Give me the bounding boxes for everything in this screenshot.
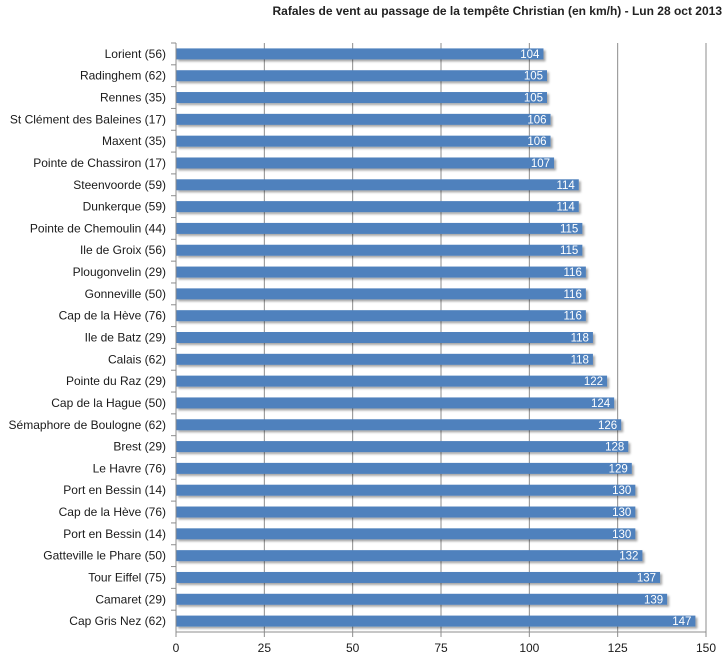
bar [176, 484, 636, 496]
x-tick-label: 150 [696, 641, 716, 655]
category-label: Gonneville (50) [85, 287, 166, 301]
category-label: Rennes (35) [100, 91, 166, 105]
category-label: Pointe de Chassiron (17) [33, 156, 166, 170]
bar [176, 157, 555, 169]
bar [176, 441, 629, 453]
category-label: Brest (29) [113, 440, 166, 454]
bar-value-label: 147 [672, 616, 691, 628]
category-label: Plougonvelin (29) [73, 265, 166, 279]
bar [176, 222, 583, 234]
category-label: Sémaphore de Boulogne (62) [9, 418, 166, 432]
bar [176, 201, 579, 213]
bar-value-label: 107 [531, 158, 550, 170]
bar-value-label: 114 [556, 202, 575, 214]
x-tick-label: 25 [258, 641, 272, 655]
bar [176, 397, 615, 409]
bar [176, 48, 544, 60]
bar [176, 288, 586, 300]
bar-value-label: 128 [605, 442, 624, 454]
bar [176, 615, 696, 627]
category-label: Le Havre (76) [93, 461, 166, 475]
bar-value-label: 116 [564, 311, 582, 323]
bar [176, 462, 632, 474]
x-tick-label: 50 [346, 641, 360, 655]
bar [176, 419, 622, 431]
bar-value-label: 132 [619, 551, 638, 563]
bar-value-label: 122 [584, 376, 603, 388]
bar-value-label: 105 [524, 71, 543, 83]
bar [176, 92, 547, 104]
category-label: Cap Gris Nez (62) [69, 614, 166, 628]
category-label: Port en Bessin (14) [63, 483, 166, 497]
category-label: Ile de Groix (56) [80, 243, 166, 257]
x-tick-label: 100 [519, 641, 539, 655]
bar-value-label: 130 [612, 485, 631, 497]
bar-value-label: 116 [564, 267, 582, 279]
category-label: Cap de la Hève (76) [59, 309, 166, 323]
x-tick-label: 125 [608, 641, 628, 655]
x-tick-label: 0 [173, 641, 180, 655]
category-label: Dunkerque (59) [83, 200, 166, 214]
category-label: Port en Bessin (14) [63, 527, 166, 541]
bar [176, 310, 586, 322]
bar-value-label: 118 [571, 354, 589, 366]
bar-value-label: 106 [527, 136, 546, 148]
bar-value-label: 116 [564, 289, 582, 301]
category-label: St Clément des Baleines (17) [10, 112, 166, 126]
bar [176, 179, 579, 191]
category-labels: Lorient (56) Radinghem (62) Rennes (35) St … [9, 47, 166, 628]
bar-value-label: 106 [527, 114, 546, 126]
category-label: Lorient (56) [105, 47, 166, 61]
category-label: Tour Eiffel (75) [88, 570, 166, 584]
bar [176, 506, 636, 518]
bar-value-label: 130 [612, 507, 631, 519]
bar-value-label: 130 [612, 529, 631, 541]
bar-value-label: 137 [637, 572, 656, 584]
x-tick-label: 75 [434, 641, 448, 655]
category-label: Camaret (29) [95, 592, 166, 606]
category-label: Pointe du Raz (29) [66, 374, 166, 388]
bar-value-label: 126 [598, 420, 617, 432]
bar [176, 266, 586, 278]
category-label: Calais (62) [108, 352, 166, 366]
bar-value-label: 118 [571, 333, 589, 345]
bar [176, 70, 547, 82]
category-label: Gatteville le Phare (50) [43, 549, 166, 563]
bar [176, 332, 593, 343]
category-label: Cap de la Hève (76) [59, 505, 166, 519]
bar [176, 593, 668, 605]
bar [176, 550, 643, 562]
bar-value-label: 115 [560, 223, 578, 235]
bar-value-label: 124 [591, 398, 611, 410]
category-label: Cap de la Hague (50) [51, 396, 166, 410]
bar [176, 135, 551, 147]
bar [176, 113, 551, 125]
bar-value-label: 114 [556, 180, 575, 192]
bar [176, 571, 661, 583]
chart-title: Rafales de vent au passage de la tempête… [272, 4, 722, 18]
bars: 104 105 105 106 106 107 114 114 115 115 116 116 116 1… [176, 48, 696, 628]
category-label: Pointe de Chemoulin (44) [30, 221, 166, 235]
category-label: Ile de Batz (29) [85, 331, 166, 345]
x-axis: 0 25 50 75 100 125 150 [171, 42, 716, 655]
bar-value-label: 139 [644, 594, 663, 606]
bar-value-label: 115 [560, 245, 578, 257]
bar [176, 353, 593, 365]
bar-value-label: 104 [520, 49, 540, 61]
bar [176, 244, 583, 256]
bar [176, 528, 636, 540]
bar-value-label: 129 [609, 463, 628, 475]
category-label: Radinghem (62) [80, 69, 166, 83]
category-label: Steenvoorde (59) [73, 178, 166, 192]
category-label: Maxent (35) [102, 134, 166, 148]
bar-value-label: 105 [524, 93, 543, 105]
bar [176, 375, 608, 387]
